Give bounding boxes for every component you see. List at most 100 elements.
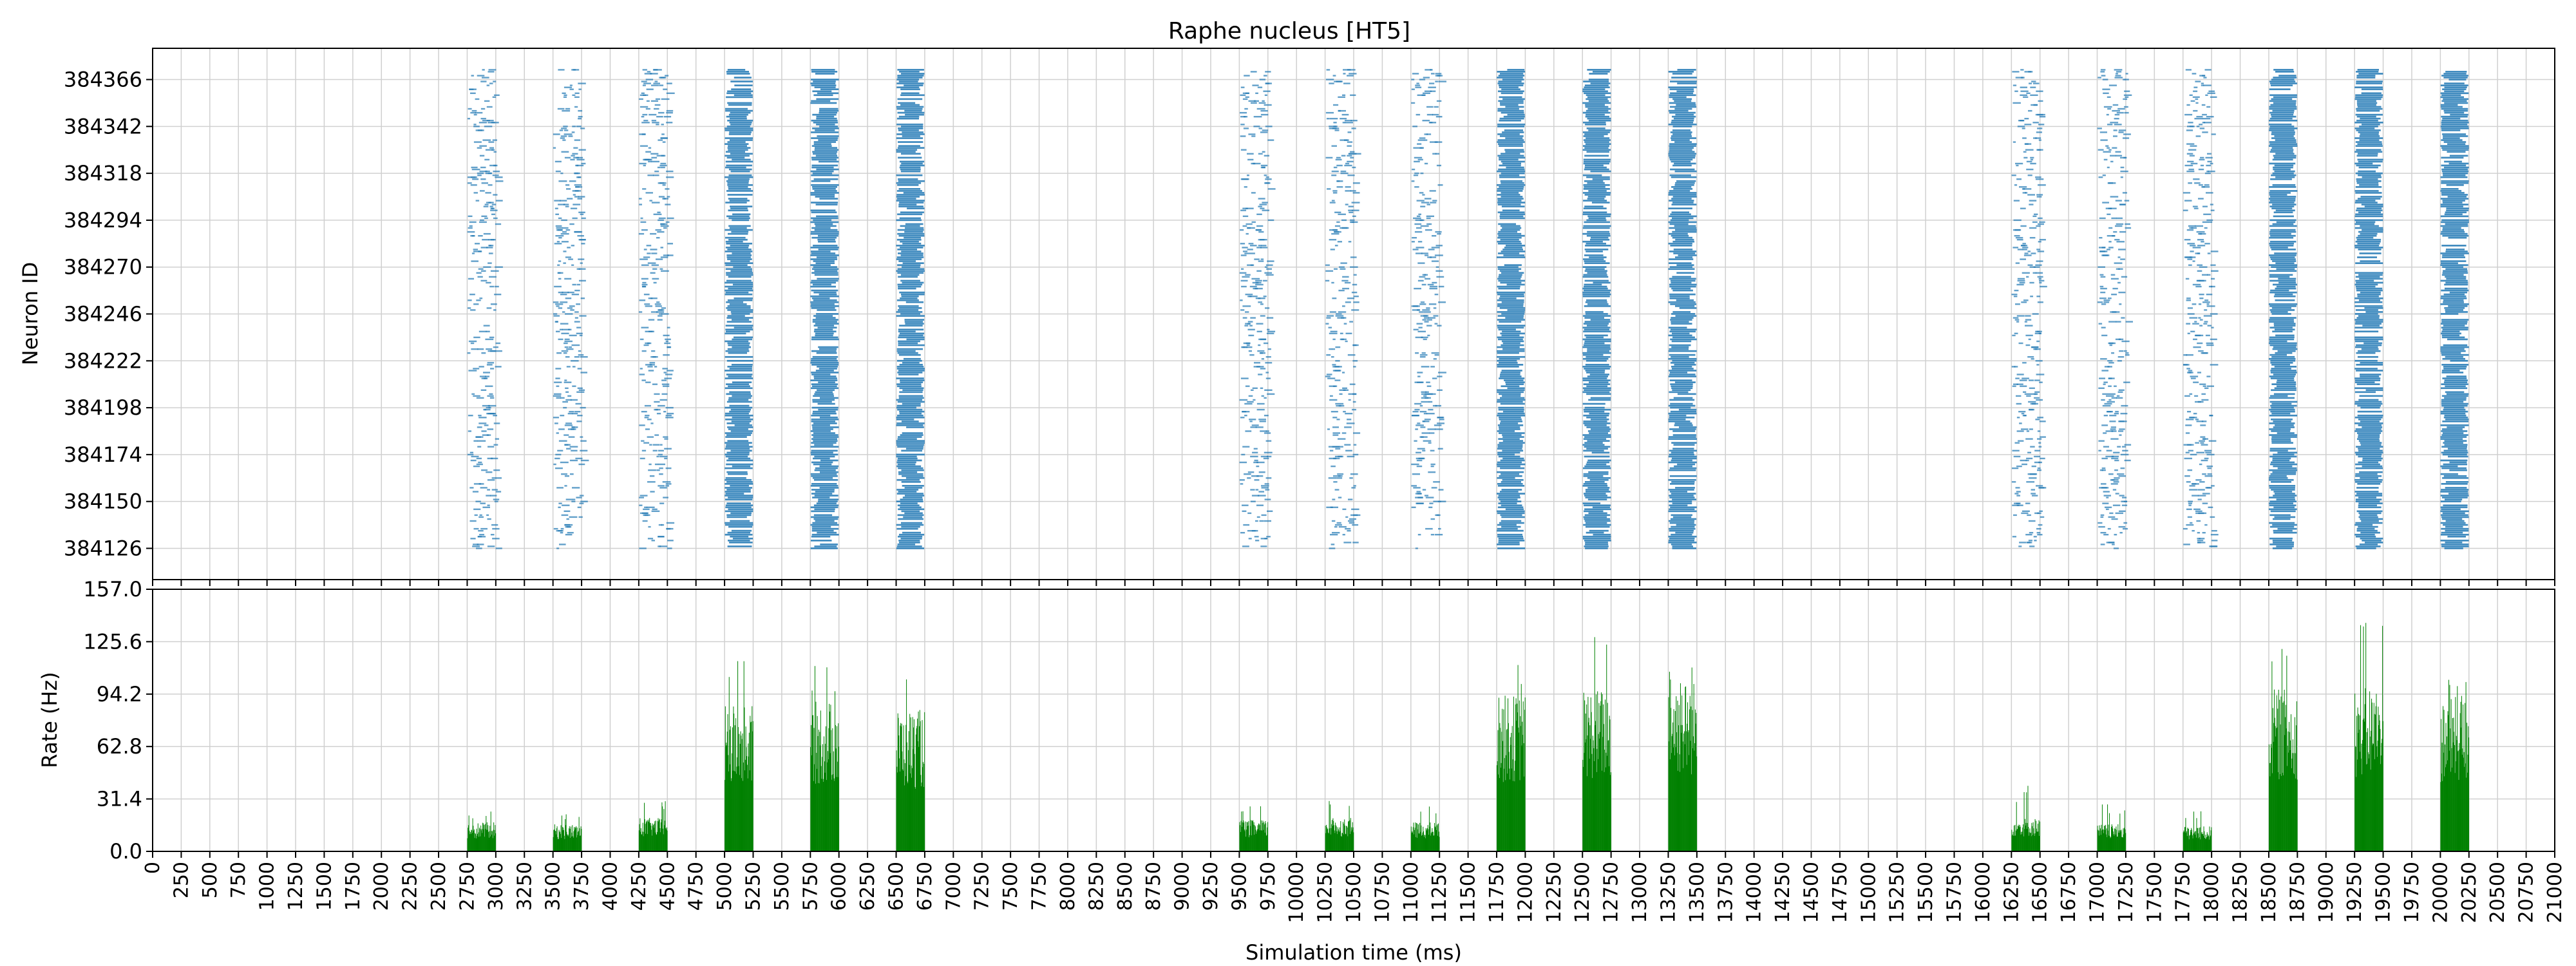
spike-train xyxy=(1669,223,1689,225)
spike xyxy=(467,453,474,456)
spike xyxy=(1249,421,1253,422)
spike xyxy=(1255,520,1258,522)
spike xyxy=(1267,393,1275,395)
spike xyxy=(2109,415,2117,417)
spike-train xyxy=(1582,327,1611,329)
spike-train xyxy=(811,279,838,282)
spike xyxy=(2107,401,2115,403)
spike xyxy=(1435,80,1438,82)
spike xyxy=(575,402,582,405)
spike xyxy=(1255,540,1260,542)
spike-train xyxy=(810,301,839,303)
spike xyxy=(666,109,674,112)
spike-train xyxy=(726,422,750,424)
spike-train xyxy=(1671,366,1692,368)
spike-train xyxy=(1497,424,1524,426)
spike xyxy=(492,96,497,98)
spike xyxy=(1336,180,1343,182)
spike-train xyxy=(1585,301,1607,303)
spike-train xyxy=(734,94,753,97)
spike xyxy=(2015,377,2020,379)
spike xyxy=(2193,109,2198,112)
spike xyxy=(2036,196,2042,198)
rate-bar xyxy=(824,761,825,851)
spike xyxy=(471,109,477,112)
spike-train xyxy=(1668,542,1697,544)
spike-train xyxy=(1668,350,1697,352)
spike xyxy=(2110,160,2114,163)
spike xyxy=(2110,122,2119,124)
spike xyxy=(480,108,486,110)
spike-train xyxy=(728,178,750,180)
spike-train xyxy=(1589,478,1609,481)
spike xyxy=(2012,84,2017,86)
spike xyxy=(2038,223,2044,225)
spike xyxy=(662,184,666,186)
spike-train xyxy=(898,330,916,333)
spike-train xyxy=(1582,227,1610,229)
spike xyxy=(658,453,663,456)
spike-train xyxy=(1669,94,1696,97)
spike xyxy=(481,430,487,432)
spike-train xyxy=(727,342,750,345)
spike xyxy=(1266,317,1274,319)
spike-train xyxy=(1670,402,1693,405)
spike-train xyxy=(1501,421,1523,422)
spike xyxy=(658,182,667,184)
spike-train xyxy=(732,537,753,540)
spike-train xyxy=(2441,399,2467,401)
spike xyxy=(2103,151,2111,153)
spike xyxy=(2034,450,2041,451)
spike xyxy=(1329,82,1334,84)
spike xyxy=(1334,489,1340,491)
spike xyxy=(484,158,490,161)
spike-train xyxy=(2356,119,2378,122)
spike xyxy=(652,508,658,510)
spike xyxy=(1412,249,1419,251)
spike-train xyxy=(1668,455,1697,458)
spike-train xyxy=(2443,325,2465,327)
rate-bar xyxy=(724,780,726,851)
spike-train xyxy=(1668,242,1692,245)
rate-bar xyxy=(645,822,647,851)
spike-train xyxy=(898,204,917,205)
spike xyxy=(639,299,646,301)
spike xyxy=(649,364,655,366)
spike-train xyxy=(2270,234,2296,237)
spike-train xyxy=(1586,461,1610,464)
spike xyxy=(1428,122,1437,124)
spike xyxy=(1438,80,1446,82)
spike xyxy=(1349,153,1354,155)
spike xyxy=(2098,77,2101,79)
spike xyxy=(574,172,580,175)
spike-train xyxy=(815,73,835,75)
spike-train xyxy=(810,305,839,307)
spike-train xyxy=(2271,115,2297,118)
spike xyxy=(2098,149,2104,151)
spike-train xyxy=(728,149,748,151)
spike-train xyxy=(2272,172,2294,175)
spike xyxy=(1352,408,1356,411)
spike-train xyxy=(2445,487,2467,489)
spike xyxy=(1430,366,1435,368)
spike-train xyxy=(1671,355,1689,358)
spike-train xyxy=(2445,211,2467,214)
spike-train xyxy=(1586,299,1607,301)
spike-train xyxy=(2357,404,2382,407)
spike xyxy=(2115,225,2123,227)
spike xyxy=(2101,327,2106,328)
spike xyxy=(2026,160,2032,163)
spike-train xyxy=(2271,147,2293,149)
spike xyxy=(2016,315,2025,317)
rate-bar xyxy=(654,824,655,851)
spike-train xyxy=(1582,266,1607,268)
spike-train xyxy=(725,504,753,507)
spike-train xyxy=(727,531,750,534)
spike-train xyxy=(2443,135,2468,137)
spike xyxy=(2204,524,2208,526)
spike xyxy=(1411,88,1415,90)
spike xyxy=(1427,283,1434,286)
spike xyxy=(482,139,491,141)
spike xyxy=(1427,428,1435,430)
spike xyxy=(1261,487,1269,489)
